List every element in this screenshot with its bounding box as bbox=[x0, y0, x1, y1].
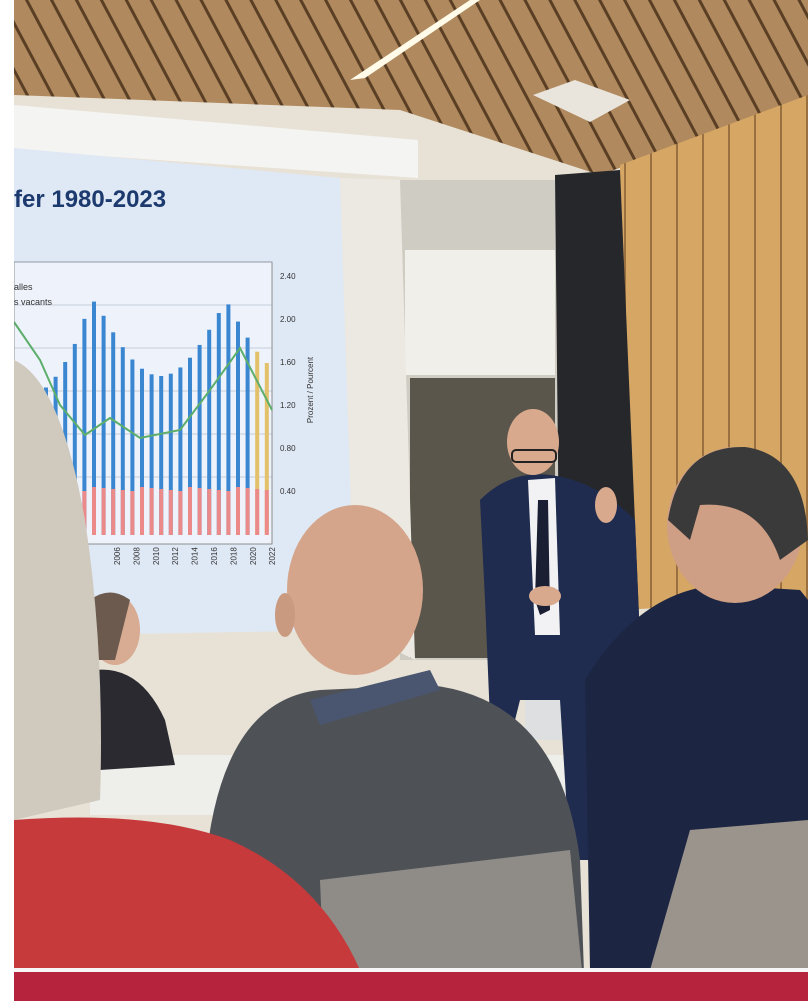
slide-bar-base bbox=[178, 491, 182, 535]
slide-bar-base bbox=[217, 490, 221, 535]
slide-bar-base bbox=[226, 491, 230, 535]
slide-bar-base bbox=[198, 488, 202, 535]
slide-bar-base bbox=[140, 487, 144, 535]
banner-line bbox=[0, 968, 808, 972]
axis-label: 2.00 bbox=[280, 315, 296, 324]
slide-bar-base bbox=[255, 489, 259, 535]
slide-bar-base bbox=[169, 490, 173, 535]
x-axis-label: 2020 bbox=[249, 547, 258, 565]
slide-bar-base bbox=[159, 489, 163, 535]
axis-label: 1.20 bbox=[280, 401, 296, 410]
ear bbox=[275, 593, 295, 637]
presenter-head bbox=[507, 409, 559, 475]
axis-title: Prozent / Pourcent bbox=[306, 356, 315, 423]
bald-head bbox=[287, 505, 423, 675]
x-axis-label: 2022 bbox=[268, 547, 277, 565]
x-axis-label: 2018 bbox=[229, 547, 238, 565]
axis-label: 0.80 bbox=[280, 444, 296, 453]
slide-bar-base bbox=[111, 489, 115, 535]
slide-bar-base bbox=[150, 488, 154, 535]
white-panel bbox=[405, 250, 555, 375]
left-margin bbox=[0, 0, 14, 1001]
slide-bar-base bbox=[92, 487, 96, 535]
slide-bar-base bbox=[188, 487, 192, 535]
legend-label: alles bbox=[14, 282, 33, 292]
x-axis-label: 2012 bbox=[171, 547, 180, 565]
slide-bar-base bbox=[265, 490, 269, 535]
slide-bar-base bbox=[246, 488, 250, 535]
x-axis-label: 2010 bbox=[152, 547, 161, 565]
legend-label: s vacants bbox=[14, 297, 53, 307]
slide-title: fer 1980-2023 bbox=[14, 186, 166, 213]
x-axis-label: 2014 bbox=[191, 547, 200, 565]
page: 2.40 2.00 1.60 1.20 0.80 0.40 2006 2008 2010 2012… bbox=[0, 0, 808, 1001]
slide-bar-base bbox=[207, 489, 211, 535]
bottom-banner bbox=[0, 972, 808, 1001]
axis-label: 1.60 bbox=[280, 358, 296, 367]
axis-label: 0.40 bbox=[280, 487, 296, 496]
x-axis-label: 2006 bbox=[113, 547, 122, 565]
x-axis-label: 2008 bbox=[132, 547, 141, 565]
slide-bar-base bbox=[130, 491, 134, 535]
hand bbox=[595, 487, 617, 523]
slide-bar-base bbox=[121, 490, 125, 535]
photo: 2.40 2.00 1.60 1.20 0.80 0.40 2006 2008 2010 2012… bbox=[0, 0, 808, 1001]
slide-bar-base bbox=[236, 487, 240, 535]
axis-label: 2.40 bbox=[280, 272, 296, 281]
slide-bar-base bbox=[102, 488, 106, 535]
hands bbox=[529, 586, 561, 606]
x-axis-label: 2016 bbox=[210, 547, 219, 565]
